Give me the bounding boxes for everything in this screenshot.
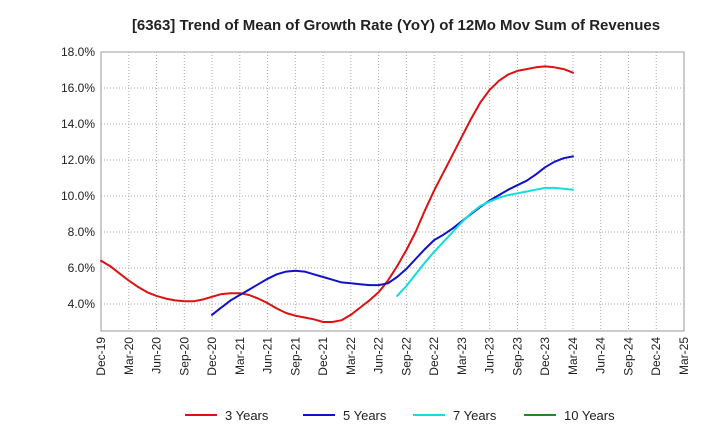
x-tick-label: Sep-20 xyxy=(177,337,191,376)
plot-area xyxy=(100,51,685,332)
series-line-5-years xyxy=(211,155,574,316)
legend: 3 Years 5 Years 7 Years 10 Years xyxy=(185,408,615,423)
x-tick-label: Mar-22 xyxy=(344,337,358,375)
x-tick-label: Sep-24 xyxy=(621,337,635,376)
legend-label-10-years: 10 Years xyxy=(564,408,615,423)
y-tick-label: 12.0% xyxy=(61,153,95,167)
x-tick-label: Jun-21 xyxy=(261,337,275,374)
x-tick-label: Dec-21 xyxy=(316,337,330,376)
y-tick-label: 6.0% xyxy=(68,261,96,275)
y-tick-label: 18.0% xyxy=(61,45,95,59)
legend-label-3-years: 3 Years xyxy=(225,408,269,423)
y-axis: 4.0% 6.0% 8.0% 10.0% 12.0% 14.0% 16.0% 18.0% xyxy=(61,45,95,311)
x-tick-label: Dec-22 xyxy=(427,337,441,376)
legend-label-7-years: 7 Years xyxy=(453,408,497,423)
x-tick-label: Mar-23 xyxy=(455,337,469,375)
series-line-7-years xyxy=(396,186,574,297)
y-tick-label: 10.0% xyxy=(61,189,95,203)
gridlines xyxy=(101,51,684,331)
chart-title: [6363] Trend of Mean of Growth Rate (YoY… xyxy=(132,17,660,34)
x-tick-label: Dec-24 xyxy=(649,337,663,376)
x-tick-label: Mar-20 xyxy=(122,337,136,375)
x-tick-label: Jun-23 xyxy=(483,337,497,374)
x-tick-label: Mar-24 xyxy=(566,337,580,375)
x-tick-label: Jun-22 xyxy=(372,337,386,374)
x-tick-label: Dec-23 xyxy=(538,337,552,376)
x-tick-label: Sep-23 xyxy=(510,337,524,376)
x-axis: Dec-19 Mar-20 Jun-20 Sep-20 Dec-20 Mar-21 Jun-… xyxy=(94,337,691,376)
y-tick-label: 16.0% xyxy=(61,81,95,95)
x-tick-label: Sep-22 xyxy=(399,337,413,376)
plot-frame xyxy=(100,51,685,332)
x-tick-label: Jun-20 xyxy=(150,337,164,374)
x-tick-label: Mar-21 xyxy=(233,337,247,375)
x-tick-label: Jun-24 xyxy=(594,337,608,374)
y-tick-label: 14.0% xyxy=(61,117,95,131)
x-tick-label: Sep-21 xyxy=(288,337,302,376)
series-layer xyxy=(100,65,574,323)
x-tick-label: Dec-20 xyxy=(205,337,219,376)
legend-label-5-years: 5 Years xyxy=(343,408,387,423)
x-tick-label: Mar-25 xyxy=(677,337,691,375)
y-tick-label: 8.0% xyxy=(68,225,96,239)
x-tick-label: Dec-19 xyxy=(94,337,108,376)
y-tick-label: 4.0% xyxy=(68,297,96,311)
series-line-3-years xyxy=(100,65,574,323)
